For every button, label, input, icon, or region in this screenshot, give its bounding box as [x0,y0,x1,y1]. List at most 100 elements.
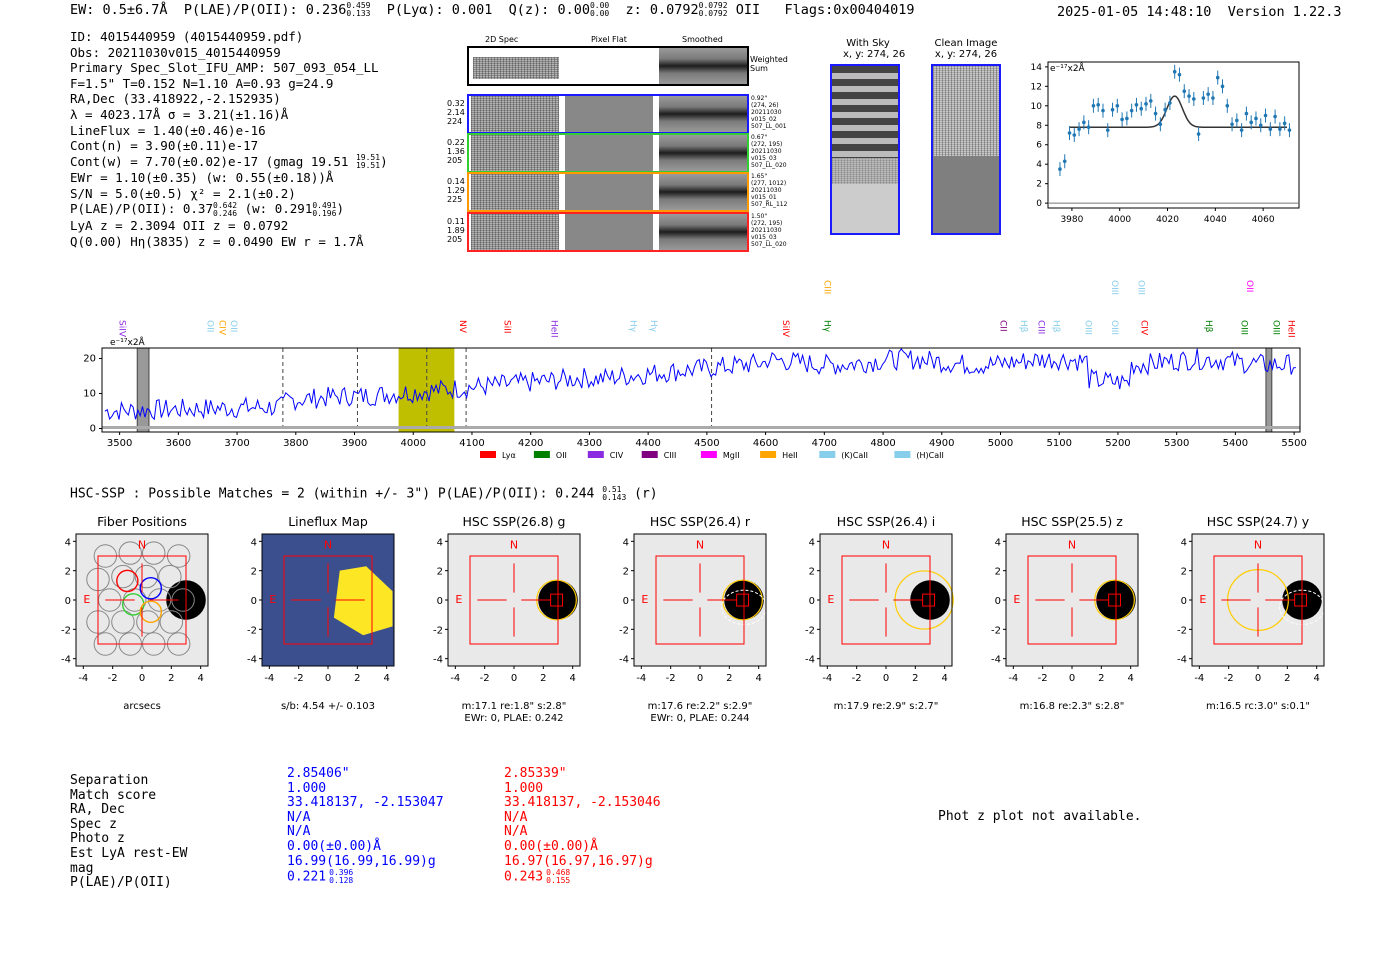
panel-ytick-label: -4 [1177,655,1187,666]
zoom-ytick-label: 4 [1036,160,1042,170]
zoom-point [1254,116,1258,121]
hsc-panel-caption: arcsecs [123,701,161,712]
spec-xtick-label: 3700 [224,438,249,449]
zoom-point [1244,111,1249,116]
spec-xtick-label: 4000 [401,438,426,449]
line-label: SiIV [780,320,790,338]
north-label: N [1254,539,1262,552]
zoom-point [1115,104,1120,108]
line-label-text: OII [1244,280,1254,292]
fiber-2dspec [471,135,559,171]
panel-xtick-label: -2 [1224,673,1234,684]
match-label: P(LAE)/P(OII) [70,875,172,891]
line-label-text: Hβ [1018,320,1028,333]
with-sky-title: With Sky x, y: 274, 26 [843,38,906,60]
match-labels: Separation Match score RA, Dec Spec z Photo … [70,773,187,891]
zoom-xtick-label: 4000 [1108,215,1131,225]
fiber-smoothed [659,135,747,171]
panel-xtick-label: 0 [697,673,703,684]
panel-xtick-label: -2 [1038,673,1048,684]
north-label: N [882,539,890,552]
panel-xtick-label: -2 [294,673,304,684]
info-lineflux: LineFlux = 1.40(±0.46)e-16 [70,122,266,138]
north-label: N [324,539,332,552]
hsc-panel-caption: m:16.5 rc:3.0" s:0.1" [1205,701,1311,712]
info-plae: P(LAE)/P(OII): 0.37 0.642 0.246 (w: 0.291 0… [70,200,344,218]
zoom-point [1220,84,1225,89]
hsc-panel-image: N E 4 2 0 -2 -4 -4 -2 0 2 4 [433,533,581,684]
match-red: 2.85339" 1.000 33.418137, -2.153046 N/A N/A 0… [504,766,661,885]
match-value: 16.97(16.97,16.97)g [504,853,653,869]
lineflux-blob [333,566,393,636]
panel-ytick-label: -2 [61,625,71,636]
match-box [736,593,750,607]
zoom-point [1192,97,1196,101]
zoom-point [1215,75,1220,80]
panel-xtick-label: 0 [511,673,517,684]
panel-xtick-label: 4 [1313,673,1319,684]
info-ewr: EWr = 1.10(±0.35) (w: 0.55(±0.18))Å [70,170,334,186]
panel-xtick-label: -4 [450,673,460,684]
zoom-point [1258,123,1263,128]
zoom-xtick-label: 4020 [1156,215,1179,225]
zoom-ytick-label: 10 [1031,102,1043,112]
line-label: OIII [1271,320,1281,335]
sum-2dspec [473,57,559,79]
line-label-text: Hγ [648,320,658,333]
zoom-point [1125,116,1129,121]
line-label: Hβ [1050,320,1060,333]
version: Version 1.22.3 [1227,4,1342,20]
zoom-ytick-label: 6 [1036,141,1042,151]
hsc-panel-title: HSC SSP(26.8) g [462,514,566,529]
panel-ytick-label: -4 [619,655,629,666]
zoom-point [1206,92,1210,96]
legend-label: Lyα [502,451,516,460]
panel-xtick-label: 0 [883,673,889,684]
col-title-pixelflat: Pixel Flat [591,35,627,44]
panel-xtick-label: 2 [1098,673,1104,684]
line-label-text: OIII [1136,280,1146,295]
zoom-xtick-label: 4040 [1204,215,1227,225]
zoom-point [1249,120,1253,125]
zoom-point [1144,102,1148,106]
zoom-point [1129,108,1134,113]
hsc-panel-caption2: EWr: 0, PLAE: 0.244 [650,713,750,724]
info-primary: Primary Spec_Slot_IFU_AMP: 507_093_054_L… [70,60,379,76]
line-label: CIV [1138,320,1148,336]
legend-swatch [760,451,777,458]
spec-xtick-label: 5300 [1164,438,1189,449]
line-label: Hγ [648,320,658,333]
panel-xtick-label: 4 [1127,673,1133,684]
line-label: NV [457,320,467,334]
fiber-left-stats: 0.14 1.29 225 [447,177,465,204]
panel-ytick-label: 4 [1181,537,1187,548]
header-right: 2025-01-05 14:48:10 Version 1.22.3 [1057,4,1342,20]
fiber-cutout-row [467,172,749,212]
hsc-panel-caption: m:17.6 re:2.2" s:2.9" [647,701,753,712]
info-lya: LyA z = 2.3094 OII z = 0.0792 [70,217,289,233]
panel-ytick-label: 4 [65,537,71,548]
fiber-smoothed [659,214,747,250]
panel-xtick-label: -4 [1194,673,1204,684]
line-label-text: CII [998,320,1008,332]
sum-smoothed [659,48,747,84]
match-value: 33.418137, -2.153047 [287,795,444,811]
zoom-ytick-label: 0 [1036,199,1042,209]
legend-swatch [480,451,496,458]
panel-ytick-label: 2 [995,567,1001,578]
zoom-point [1096,103,1100,107]
zoom-point [1168,101,1172,105]
line-label-text: SiIV [780,320,790,338]
panel-ytick-label: 2 [1181,567,1187,578]
hsc-panel-image: N E 4 2 0 -2 -4 -4 -2 0 2 4 [991,533,1139,684]
header-qz: Q(z): 0.00 [508,2,590,18]
line-label-text: CIV [1138,320,1148,336]
zoom-point [1278,127,1282,131]
line-label-text: Hγ [628,320,638,333]
panel-xtick-label: 4 [941,673,947,684]
north-label: N [1068,539,1076,552]
zoom-point [1177,72,1182,77]
zoom-frame [1047,61,1300,209]
zoom-point [1058,167,1062,171]
spec-xtick-label: 4900 [929,438,954,449]
